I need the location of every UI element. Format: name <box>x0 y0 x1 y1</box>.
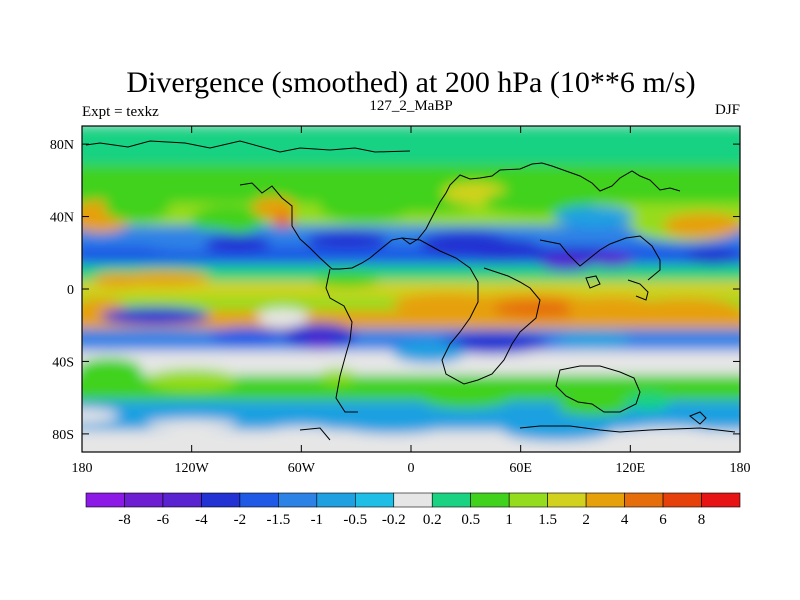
field-feature <box>145 368 238 391</box>
colorbar-swatch <box>278 492 318 508</box>
field-feature <box>92 272 145 288</box>
colorbar-label: -0.2 <box>382 512 406 528</box>
colorbar-swatch <box>316 492 356 508</box>
x-tick-label: 60E <box>509 461 532 476</box>
colorbar-label: -1.5 <box>266 512 290 528</box>
colorbar-swatch <box>701 492 741 508</box>
y-tick-label: 80N <box>50 138 74 153</box>
y-tick-label: 0 <box>67 283 74 298</box>
field-feature <box>484 189 594 215</box>
field-feature <box>553 205 634 228</box>
colorbar-swatch <box>547 492 587 508</box>
field-feature <box>626 392 671 411</box>
field-feature <box>337 415 448 434</box>
field-feature <box>100 307 210 326</box>
field-feature <box>145 419 238 431</box>
colorbar-label: -0.5 <box>343 512 367 528</box>
season-label: DJF <box>715 102 740 118</box>
field-feature <box>306 231 388 250</box>
experiment-label: Expt = texkz <box>82 104 159 120</box>
colorbar-swatch <box>624 492 664 508</box>
colorbar-swatch <box>585 492 625 508</box>
colorbar-label: -2 <box>234 512 247 528</box>
field-feature <box>314 272 380 288</box>
field-feature <box>392 341 466 364</box>
y-axis: 80N 40N 0 40S 80S <box>50 138 740 443</box>
coastlines <box>85 140 736 441</box>
colorbar-swatch <box>393 492 433 508</box>
field-feature <box>251 196 296 219</box>
field-feature <box>304 336 335 351</box>
field-feature <box>493 299 585 318</box>
colorbar-label: 1 <box>505 512 513 528</box>
x-tick-label: 180 <box>730 461 751 476</box>
field-feature <box>82 408 119 424</box>
colorbar-label: 0.2 <box>423 512 442 528</box>
y-tick-label: 40S <box>52 355 74 370</box>
colorbar-swatch <box>162 492 202 508</box>
field-feature <box>272 212 295 228</box>
field-feature <box>204 234 271 253</box>
field-feature <box>502 419 613 442</box>
colorbar-label: 1.5 <box>538 512 557 528</box>
field-feature <box>209 327 284 346</box>
colorbar-label: -6 <box>157 512 170 528</box>
colorbar-legend: -8 -6 -4 -2 -1.5 -1 -0.5 -0.2 0.2 0.5 1 1.5 2 4 6 8 <box>85 492 741 528</box>
field-feature <box>191 205 265 235</box>
field-feature <box>590 252 634 268</box>
field-feature <box>319 368 357 384</box>
field-band <box>82 280 740 297</box>
field-feature <box>257 308 309 328</box>
field-feature <box>621 426 713 442</box>
colorbar-swatch <box>85 492 125 508</box>
x-tick-label: 120E <box>616 461 646 476</box>
colorbar-label: 0.5 <box>461 512 480 528</box>
x-axis: 180 120W 60W 0 60E 120E 180 <box>72 126 751 476</box>
colorbar-swatch <box>239 492 279 508</box>
colorbar-swatch <box>124 492 164 508</box>
field-feature <box>540 256 592 271</box>
colorbar-swatch <box>354 492 395 508</box>
colorbar-swatch <box>201 492 241 508</box>
colorbar-swatch <box>508 492 548 508</box>
x-tick-label: 60W <box>288 461 316 476</box>
x-tick-label: 120W <box>175 461 210 476</box>
field-feature <box>557 397 631 416</box>
colorbar-label: -8 <box>118 512 131 528</box>
colorbar-label: 6 <box>659 512 667 528</box>
colorbar-label: -1 <box>311 512 324 528</box>
colorbar-swatch <box>431 492 472 508</box>
y-tick-label: 80S <box>52 428 74 443</box>
field-feature <box>557 330 631 349</box>
colorbar-label: -4 <box>195 512 208 528</box>
field-feature <box>462 238 543 261</box>
field-feature <box>82 357 143 384</box>
field-feature <box>264 426 338 442</box>
field-feature <box>420 386 512 409</box>
field-feature <box>103 193 170 222</box>
x-tick-label: 0 <box>408 461 415 476</box>
plot-area: 180 120W 60W 0 60E 120E 180 80N 40N 0 40S 80S <box>50 125 751 476</box>
colorbar-label: 4 <box>621 512 629 528</box>
field-feature <box>663 212 740 239</box>
field-feature <box>630 298 740 324</box>
colorbar-label: 8 <box>698 512 706 528</box>
field-feature <box>438 332 549 355</box>
colorbar-label: 2 <box>582 512 590 528</box>
run-label: 127_2_MaBP <box>369 98 452 114</box>
y-tick-label: 40N <box>50 211 74 226</box>
field-feature <box>686 247 739 266</box>
colorbar-swatch <box>470 492 510 508</box>
chart-title: Divergence (smoothed) at 200 hPa (10**6 … <box>126 66 695 99</box>
colorbar-swatch <box>662 492 702 508</box>
x-tick-label: 180 <box>72 461 93 476</box>
